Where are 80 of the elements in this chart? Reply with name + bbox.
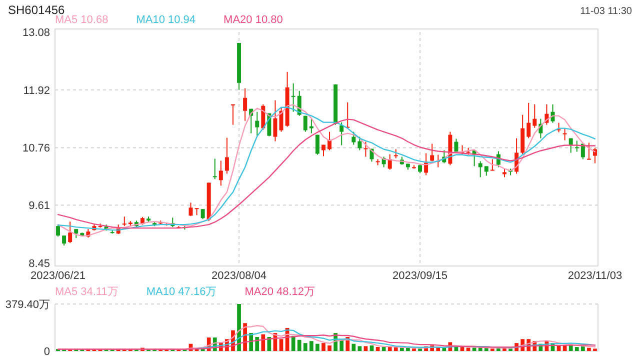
- text: MA10 10.94: [136, 14, 196, 26]
- bar: [382, 347, 386, 351]
- candlestick: [62, 235, 66, 246]
- y-tick-label: 13.08: [22, 27, 50, 39]
- candlestick: [568, 138, 573, 154]
- candlestick: [56, 224, 60, 238]
- x-tick-label: 2023/11/03: [568, 270, 622, 282]
- bar: [376, 347, 380, 351]
- candlestick: [364, 141, 368, 158]
- candlestick: [315, 134, 320, 156]
- candlestick: [490, 158, 494, 172]
- candlestick: [212, 158, 217, 180]
- candlestick: [526, 102, 531, 139]
- y-tick-label: 8.45: [28, 258, 50, 270]
- text: 11-03 11:30: [580, 6, 632, 17]
- bar: [358, 346, 362, 351]
- candlestick: [586, 142, 591, 160]
- bar: [352, 344, 356, 351]
- candlestick: [68, 221, 72, 244]
- bar: [400, 348, 404, 351]
- bar: [587, 348, 591, 351]
- candlestick: [224, 137, 229, 174]
- y-tick-label: 10.76: [22, 142, 50, 155]
- bar: [297, 340, 302, 351]
- candlestick: [309, 118, 314, 134]
- candlestick: [532, 104, 537, 128]
- candlestick: [243, 88, 248, 122]
- bar: [237, 304, 241, 351]
- text: MA10 47.16万: [146, 286, 217, 298]
- candlestick: [358, 136, 362, 151]
- bar: [303, 343, 308, 351]
- y-tick-label: 9.61: [28, 200, 50, 212]
- bar: [370, 345, 374, 351]
- text: MA5 34.11万: [55, 286, 118, 298]
- bar: [328, 345, 332, 351]
- bar: [255, 337, 260, 351]
- bar: [460, 347, 464, 351]
- x-tick-label: 2023/09/15: [392, 270, 448, 282]
- bar: [309, 341, 314, 351]
- bar: [478, 348, 482, 351]
- candlestick: [273, 100, 278, 142]
- candlestick: [430, 143, 434, 162]
- candlestick: [200, 208, 205, 220]
- bar: [406, 348, 410, 351]
- text: MA20 10.80: [224, 14, 283, 26]
- candlestick: [484, 166, 488, 176]
- candlestick: [454, 138, 458, 154]
- bar: [442, 348, 446, 351]
- candlestick: [562, 128, 567, 141]
- bar: [394, 347, 398, 351]
- candlestick: [574, 140, 579, 152]
- bar: [340, 340, 344, 351]
- candlestick: [478, 160, 482, 178]
- candlestick: [255, 111, 260, 136]
- candlestick: [556, 122, 561, 133]
- candlestick: [352, 131, 356, 146]
- line-series: [57, 334, 596, 350]
- candlestick: [340, 122, 344, 146]
- candlestick: [303, 115, 308, 132]
- y-tick-label: 0: [44, 346, 50, 358]
- candlestick: [230, 104, 235, 126]
- y-tick-label: 379.40万: [5, 299, 50, 311]
- x-tick-label: 2023/06/21: [30, 270, 86, 282]
- candlestick: [122, 216, 126, 227]
- bar: [316, 344, 320, 351]
- bar: [261, 334, 266, 351]
- chart-title: SH601456: [8, 3, 66, 17]
- y-tick-label: 11.92: [23, 84, 50, 97]
- text: MA5 10.68: [55, 14, 108, 26]
- bar: [364, 346, 368, 351]
- bar: [574, 347, 579, 351]
- candlestick: [291, 82, 296, 112]
- x-tick-label: 2023/08/04: [211, 270, 267, 282]
- text: MA20 48.12万: [244, 286, 316, 298]
- bar: [580, 346, 585, 351]
- bar: [568, 345, 573, 351]
- bar: [322, 343, 326, 351]
- bar: [279, 339, 284, 351]
- bar: [388, 347, 392, 351]
- candlestick: [218, 160, 223, 186]
